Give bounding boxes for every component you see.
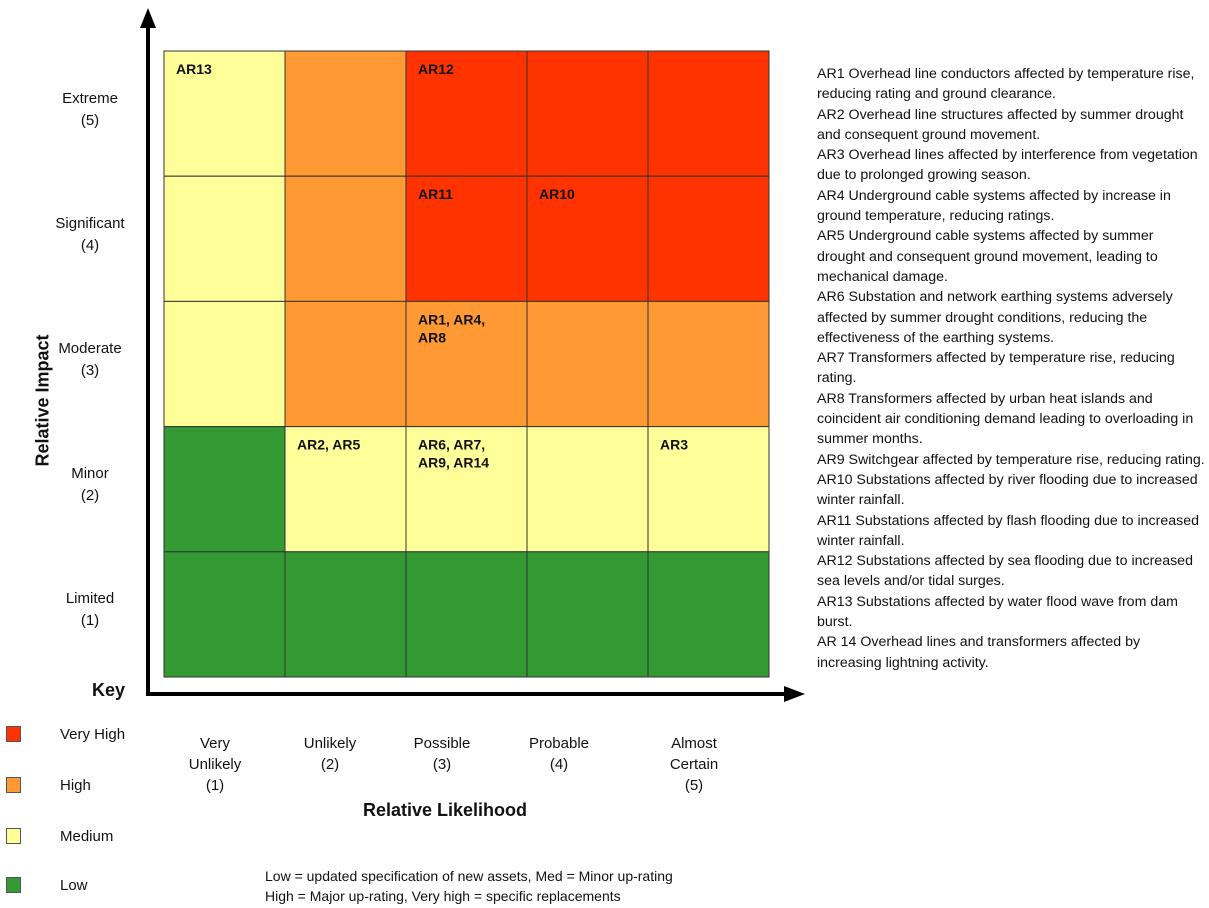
key-title: Key xyxy=(92,680,126,700)
matrix-cell xyxy=(163,426,286,553)
y-axis-title: Relative Impact xyxy=(32,334,53,467)
legend-swatch xyxy=(6,726,21,742)
risk-description: AR10 Substations affected by river flood… xyxy=(817,471,1198,509)
matrix-cell xyxy=(647,300,770,428)
cell-label: AR2, AR5 xyxy=(297,437,360,453)
matrix-cell xyxy=(526,426,649,553)
legend-swatch xyxy=(6,777,21,793)
risk-description: AR5 Underground cable systems affected b… xyxy=(817,228,1158,285)
cell-label: AR12 xyxy=(418,61,454,77)
cell-label: AR3 xyxy=(660,437,688,453)
risk-description: AR8 Transformers affected by urban heat … xyxy=(817,390,1194,448)
risk-description: AR2 Overhead line structures affected by… xyxy=(817,106,1184,143)
matrix-cell xyxy=(526,50,649,177)
legend-label: Very High xyxy=(60,725,126,743)
legend-item-medium: Medium xyxy=(6,825,113,847)
likelihood-label-probable: Probable (4) xyxy=(528,735,590,773)
impact-label-limited: Limited (1) xyxy=(65,590,115,629)
impact-label-moderate: Moderate (3) xyxy=(58,340,122,379)
matrix-cell xyxy=(647,50,770,177)
matrix-cell xyxy=(526,551,649,678)
matrix-cell xyxy=(526,300,649,428)
footnote-line-1: Low = updated specification of new asset… xyxy=(265,868,673,884)
legend-swatch xyxy=(6,828,21,844)
cell-label: AR13 xyxy=(176,61,212,77)
footnote-line-2: High = Major up-rating, Very high = spec… xyxy=(265,888,621,904)
cell-label: AR1, AR4, AR8 xyxy=(418,311,485,345)
x-axis-title: Relative Likelihood xyxy=(362,800,528,820)
cell-label: AR11 xyxy=(418,186,453,202)
matrix-cell xyxy=(163,551,286,678)
matrix-cell xyxy=(284,551,407,678)
risk-description: AR3 Overhead lines affected by interfere… xyxy=(817,147,1198,184)
legend-label: High xyxy=(60,776,91,794)
matrix-cell xyxy=(284,50,407,177)
risk-description: AR4 Underground cable systems affected b… xyxy=(817,187,1171,225)
matrix-cell xyxy=(163,175,286,302)
risk-description: AR9 Switchgear affected by temperature r… xyxy=(817,451,1205,468)
legend-item-very-high: Very High xyxy=(6,723,125,745)
matrix-cell xyxy=(647,426,770,553)
likelihood-label-almost-certain: Almost Certain (5) xyxy=(669,735,719,794)
matrix-cell xyxy=(405,426,528,553)
cell-label: AR6, AR7, AR9, AR14 xyxy=(418,437,489,471)
impact-label-significant: Significant (4) xyxy=(55,215,125,254)
matrix-cell xyxy=(163,50,286,177)
matrix-cell xyxy=(526,175,649,302)
matrix-cell xyxy=(405,300,528,428)
impact-label-minor: Minor (2) xyxy=(71,465,109,504)
legend-label: Medium xyxy=(60,827,114,845)
risk-description: AR6 Substation and network earthing syst… xyxy=(817,289,1173,346)
risk-description: AR1 Overhead line conductors affected by… xyxy=(817,66,1195,103)
likelihood-label-possible: Possible (3) xyxy=(413,735,471,773)
legend-label: Low xyxy=(60,876,88,894)
x-axis-arrowhead xyxy=(784,686,805,702)
impact-label-extreme: Extreme (5) xyxy=(62,90,118,129)
matrix-cell xyxy=(647,175,770,302)
legend-swatch xyxy=(6,877,21,893)
risk-description: AR13 Substations affected by water flood… xyxy=(817,593,1178,631)
legend-item-high: High xyxy=(6,774,91,796)
matrix-cell xyxy=(284,300,407,428)
cell-label: AR10 xyxy=(539,186,575,202)
risk-descriptions: AR1 Overhead line conductors affected by… xyxy=(817,64,1205,673)
risk-description: AR11 Substations affected by flash flood… xyxy=(817,512,1200,549)
matrix-cell xyxy=(284,175,407,302)
risk-description: AR7 Transformers affected by temperature… xyxy=(817,350,1175,387)
risk-description: AR 14 Overhead lines and transformers af… xyxy=(817,634,1141,671)
y-axis-arrowhead xyxy=(140,8,156,28)
matrix-cell xyxy=(163,300,286,428)
matrix-cell xyxy=(647,551,770,678)
legend-item-low: Low xyxy=(6,874,88,896)
likelihood-label-very-unlikely: Very Unlikely (1) xyxy=(188,735,242,794)
likelihood-label-unlikely: Unlikely (2) xyxy=(303,735,357,773)
matrix-cell xyxy=(405,551,528,678)
risk-description: AR12 Substations affected by sea floodin… xyxy=(817,553,1193,590)
